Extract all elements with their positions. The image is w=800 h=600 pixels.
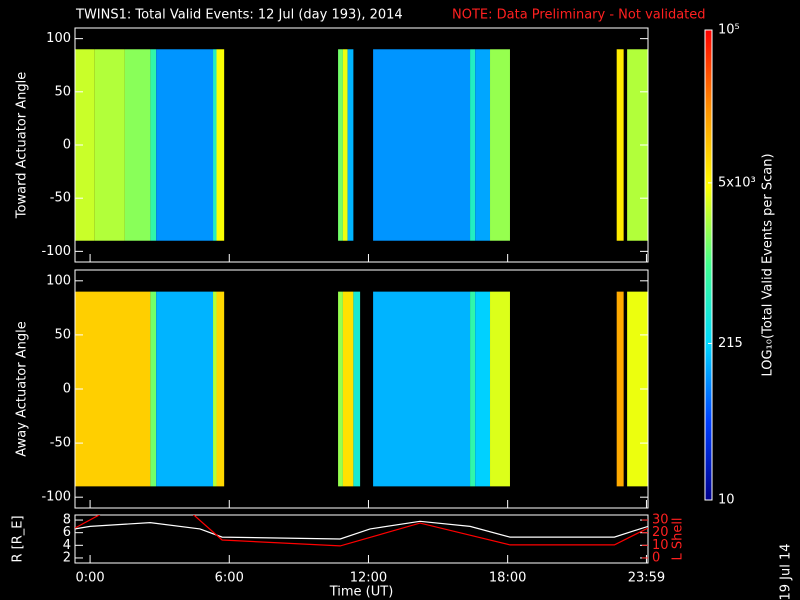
heatmap-cell (616, 291, 624, 487)
x-tick-label: 12:00 (350, 571, 387, 586)
y2-tick-label: 30 (652, 513, 669, 528)
heatmap-cell (342, 291, 354, 487)
heatmap-cell (75, 291, 151, 487)
x-tick-label: 0:00 (75, 571, 104, 586)
heatmap-cell (216, 291, 225, 487)
heatmap-cell (353, 291, 361, 487)
colorbar-tick-label: 10 (718, 493, 735, 508)
heatmap-cell (342, 49, 348, 241)
heatmap-cell (490, 291, 510, 487)
colorbar-label: LOG₁₀(Total Valid Events per Scan) (761, 153, 776, 376)
heatmap-cell (213, 291, 217, 487)
y-tick-label: 8 (63, 513, 71, 528)
y-axis-label: R [R_E] (11, 515, 26, 562)
heatmap-cell (475, 291, 491, 487)
series-line (75, 515, 648, 547)
heatmap-cell (75, 49, 95, 241)
y2-tick-label: 10 (652, 538, 669, 553)
heatmap-cell (150, 49, 157, 241)
plot-frame (74, 514, 649, 564)
series-line (75, 520, 648, 540)
heatmap-cell (156, 49, 214, 241)
heatmap-cell (94, 49, 125, 241)
heatmap-cell (470, 49, 476, 241)
y-tick-label: -50 (50, 191, 71, 206)
colorbar-tick-label: 10⁵ (718, 23, 740, 38)
title: TWINS1: Total Valid Events: 12 Jul (day … (75, 8, 403, 23)
heatmap-cell (373, 49, 471, 241)
y-tick-label: 100 (46, 273, 71, 288)
heatmap-cell (150, 291, 157, 487)
y-tick-label: 4 (63, 538, 71, 553)
y2-axis-label: L Shell (671, 517, 686, 560)
heatmap-cell (156, 291, 214, 487)
note: NOTE: Data Preliminary - Not validated (452, 8, 706, 23)
heatmap-cell (616, 49, 624, 241)
x-axis-label: Time (UT) (329, 585, 394, 600)
heatmap-cell (347, 49, 354, 241)
colorbar-tick-label: 215 (718, 336, 743, 351)
heatmap-cell (475, 49, 491, 241)
date-stamp: 19 Jul 14 (779, 543, 794, 600)
x-tick-label: 6:00 (215, 571, 244, 586)
y-tick-label: 6 (63, 525, 71, 540)
heatmap-cell (338, 49, 343, 241)
y-tick-label: 100 (46, 31, 71, 46)
heatmap-cell (627, 291, 648, 487)
line-group (75, 515, 648, 547)
y-axis-label: Away Actuator Angle (15, 321, 30, 456)
heatmap-cell (124, 49, 151, 241)
y-tick-label: 50 (54, 327, 71, 342)
y-tick-label: 2 (63, 550, 71, 565)
y-tick-label: -100 (41, 244, 71, 259)
y2-tick-label: 20 (652, 525, 669, 540)
heatmap-cell (490, 49, 510, 241)
y2-tick-label: 0 (652, 550, 660, 565)
heatmap-cell (627, 49, 648, 241)
y-tick-label: -100 (41, 490, 71, 505)
heatmap-cell (216, 49, 225, 241)
heatmap-cell (373, 291, 471, 487)
colorbar-tick-label: 5x10³ (718, 175, 756, 190)
heatmap-cell (338, 291, 343, 487)
y-tick-label: 0 (63, 382, 71, 397)
heatmap-cell (470, 291, 476, 487)
y-tick-label: 0 (63, 138, 71, 153)
y-tick-label: -50 (50, 436, 71, 451)
colorbar (704, 29, 713, 501)
x-tick-label: 23:59 (628, 571, 665, 586)
y-axis-label: Toward Actuator Angle (15, 72, 30, 219)
x-tick-label: 18:00 (489, 571, 526, 586)
y-tick-label: 50 (54, 84, 71, 99)
heatmap-cell (213, 49, 217, 241)
